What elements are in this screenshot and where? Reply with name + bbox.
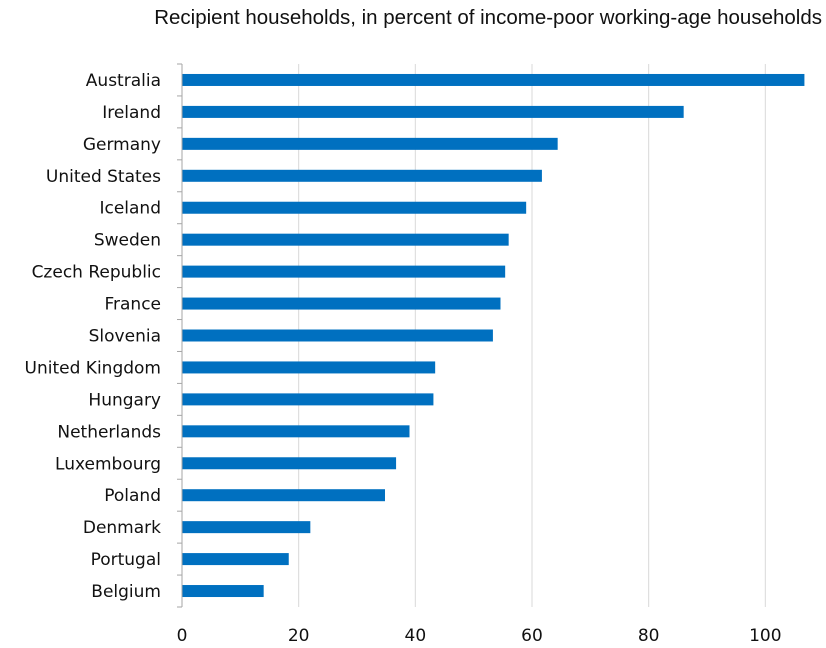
x-tick-label: 20 [288,626,310,646]
axes [177,63,183,608]
category-label: Slovenia [89,327,161,347]
bar [182,521,311,534]
x-tick-label: 0 [177,626,188,646]
x-tick-label: 80 [638,626,660,646]
category-label: Ireland [102,103,161,123]
category-label: Portugal [91,550,161,570]
category-label: Hungary [88,390,161,410]
category-label: Poland [104,486,161,506]
category-label: Sweden [94,231,161,251]
category-label: Luxembourg [55,454,161,474]
bar [182,457,397,470]
bar [182,73,805,86]
bar [182,297,501,310]
bar [182,425,410,438]
category-labels: Australia Ireland Germany United States Icel… [25,71,162,602]
bar [182,361,436,374]
bars [182,73,805,598]
category-label: Belgium [91,582,161,602]
category-label: Czech Republic [32,263,161,283]
x-tick-label: 40 [405,626,427,646]
category-label: Denmark [83,518,161,538]
bar [182,233,509,246]
bar [182,169,542,182]
category-label: France [104,295,161,315]
bar [182,329,493,342]
category-label: United Kingdom [25,358,161,378]
bar [182,489,385,502]
bar [182,553,289,566]
bar [182,201,527,214]
bar [182,105,684,118]
category-label: Australia [86,71,161,91]
bar [182,265,506,278]
bar [182,585,264,598]
category-label: Germany [83,135,161,155]
category-label: United States [46,167,161,187]
chart-title: Recipient households, in percent of inco… [154,6,822,29]
tick-labels: 0 20 40 60 80 100 [177,626,782,646]
category-label: Iceland [99,199,161,219]
category-label: Netherlands [57,422,161,442]
bar [182,393,434,406]
x-tick-label: 100 [749,626,781,646]
bar [182,137,558,150]
x-tick-label: 60 [521,626,543,646]
